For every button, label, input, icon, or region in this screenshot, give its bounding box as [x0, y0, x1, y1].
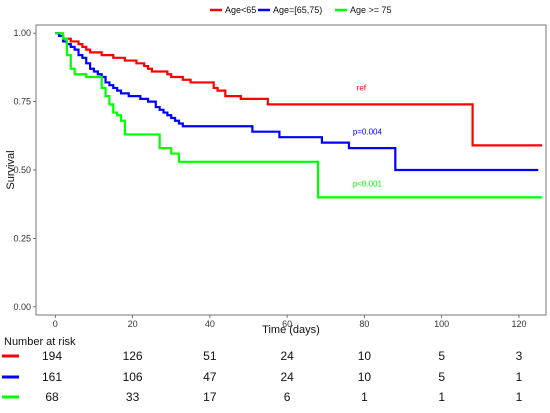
y-tick-label: 0.75 — [13, 97, 31, 107]
y-axis-title: Survival — [5, 150, 17, 189]
x-tick-label: 0 — [53, 319, 58, 329]
legend-label-age-65-75: Age=[65,75) — [273, 5, 322, 15]
y-axis-ticks: 0.00 0.25 0.50 0.75 1.00 — [13, 28, 36, 312]
risk-count: 1 — [361, 390, 368, 404]
curve-age-65 — [55, 32, 543, 147]
risk-count: 1 — [516, 370, 523, 384]
risk-count: 1 — [438, 390, 445, 404]
risk-count: 106 — [123, 370, 143, 384]
x-tick-label: 40 — [205, 319, 215, 329]
y-tick-label: 0.00 — [13, 302, 31, 312]
risk-count: 17 — [203, 390, 217, 404]
risk-count: 5 — [438, 349, 445, 363]
curve-annotations: ref p=0.004 p<0.001 — [353, 84, 383, 189]
risk-count: 24 — [280, 370, 294, 384]
risk-table-title: Number at risk — [4, 336, 76, 348]
x-tick-label: 60 — [282, 319, 292, 329]
curve-age-75 — [55, 32, 543, 199]
risk-count: 10 — [358, 349, 372, 363]
annotation-age-65-75: p=0.004 — [353, 127, 383, 136]
x-axis-ticks: 0 20 40 60 80 100 120 — [53, 315, 526, 329]
risk-count: 161 — [42, 370, 62, 384]
risk-count: 6 — [284, 390, 291, 404]
y-tick-label: 0.50 — [13, 165, 31, 175]
risk-count: 24 — [280, 349, 294, 363]
legend: Age<65 Age=[65,75) Age >= 75 — [210, 5, 392, 15]
legend-label-age-65: Age<65 — [225, 5, 256, 15]
risk-count: 68 — [45, 390, 59, 404]
risk-count: 3 — [516, 349, 523, 363]
curve-age-65-75 — [55, 32, 539, 172]
survival-curves — [55, 32, 543, 199]
risk-count: 5 — [438, 370, 445, 384]
risk-count: 51 — [203, 349, 217, 363]
risk-count: 10 — [358, 370, 372, 384]
x-tick-label: 20 — [128, 319, 138, 329]
y-tick-label: 1.00 — [13, 28, 31, 38]
risk-count: 194 — [42, 349, 62, 363]
annotation-age-75: p<0.001 — [353, 179, 383, 188]
legend-label-age-75: Age >= 75 — [350, 5, 392, 15]
risk-count: 33 — [126, 390, 140, 404]
risk-count: 47 — [203, 370, 217, 384]
risk-count: 1 — [516, 390, 523, 404]
x-axis-title: Time (days) — [262, 324, 320, 336]
annotation-age-65: ref — [357, 84, 367, 93]
risk-count: 126 — [123, 349, 143, 363]
x-tick-label: 120 — [511, 319, 526, 329]
x-tick-label: 80 — [359, 319, 369, 329]
x-tick-label: 100 — [434, 319, 449, 329]
y-tick-label: 0.25 — [13, 233, 31, 243]
